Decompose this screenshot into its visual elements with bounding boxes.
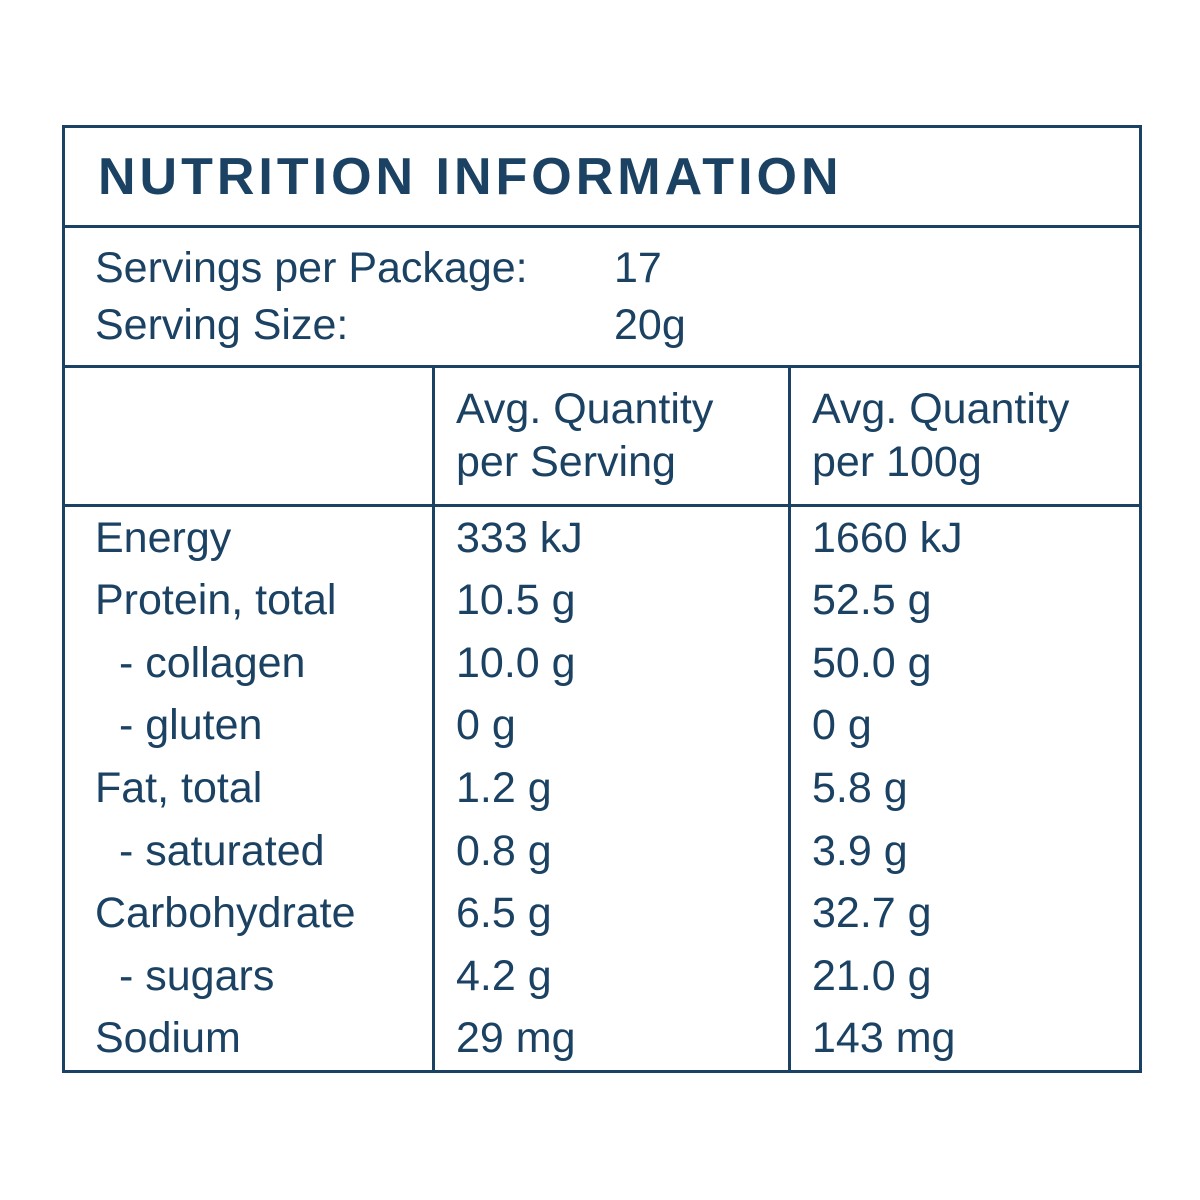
row-fat-per-100g: 5.8 g — [788, 757, 1139, 820]
row-energy-per-serving: 333 kJ — [432, 507, 788, 570]
row-sugars-per-100g: 21.0 g — [788, 944, 1139, 1008]
row-energy-per-100g: 1660 kJ — [788, 507, 1139, 570]
row-label-collagen: - collagen — [119, 638, 306, 687]
title-row: NUTRITION INFORMATION — [65, 128, 1139, 228]
row-label-sugars: - sugars — [119, 951, 275, 1000]
row-saturated-per-serving: 0.8 g — [432, 819, 788, 883]
row-label-gluten: - gluten — [119, 701, 263, 750]
nutrition-panel: NUTRITION INFORMATION Servings per Packa… — [62, 125, 1142, 1073]
row-gluten-per-100g: 0 g — [788, 694, 1139, 758]
row-protein-per-serving: 10.5 g — [432, 569, 788, 633]
row-sugars-per-serving: 4.2 g — [432, 944, 788, 1008]
row-collagen-per-serving: 10.0 g — [432, 632, 788, 695]
serving-size-row: Serving Size: 20g — [95, 297, 1139, 354]
servings-section: Servings per Package: 17 Serving Size: 2… — [65, 228, 1139, 368]
row-fat-per-serving: 1.2 g — [432, 757, 788, 820]
row-gluten-per-serving: 0 g — [432, 694, 788, 758]
column-header-per-100g: Avg. Quantity per 100g — [788, 368, 1139, 507]
row-label-saturated: - saturated — [119, 826, 325, 875]
row-carbohydrate-per-serving: 6.5 g — [432, 882, 788, 945]
column-header-per-serving: Avg. Quantity per Serving — [432, 368, 788, 507]
row-label-carbohydrate: Carbohydrate — [95, 889, 356, 938]
per-100g-header-line2: per 100g — [812, 438, 982, 486]
row-saturated-per-100g: 3.9 g — [788, 819, 1139, 883]
row-label-fat-total: Fat, total — [95, 763, 263, 812]
row-label-energy: Energy — [95, 513, 232, 562]
per-100g-header-line1: Avg. Quantity — [812, 385, 1070, 433]
servings-per-package-row: Servings per Package: 17 — [95, 240, 1139, 297]
row-sodium-per-serving: 29 mg — [432, 1007, 788, 1070]
row-sodium-per-100g: 143 mg — [788, 1007, 1139, 1070]
servings-per-package-label: Servings per Package: — [95, 243, 528, 292]
serving-size-value: 20g — [614, 300, 686, 349]
column-header-empty — [65, 368, 432, 507]
row-collagen-per-100g: 50.0 g — [788, 632, 1139, 695]
per-serving-header-line2: per Serving — [456, 438, 676, 486]
serving-size-label: Serving Size: — [95, 300, 349, 349]
servings-per-package-value: 17 — [614, 243, 662, 292]
row-protein-per-100g: 52.5 g — [788, 569, 1139, 633]
row-carbohydrate-per-100g: 32.7 g — [788, 882, 1139, 945]
panel-title: NUTRITION INFORMATION — [98, 147, 843, 206]
per-serving-header-line1: Avg. Quantity — [456, 385, 714, 433]
row-label-sodium: Sodium — [95, 1014, 241, 1063]
row-label-protein-total: Protein, total — [95, 576, 337, 625]
nutrition-table: Avg. Quantity per Serving Avg. Quantity … — [65, 368, 1139, 1070]
